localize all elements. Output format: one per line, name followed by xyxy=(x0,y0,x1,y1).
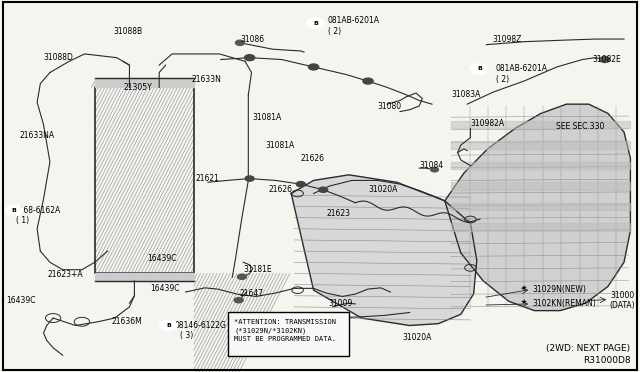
Text: SEE SEC.330: SEE SEC.330 xyxy=(556,122,604,131)
Text: ( 1): ( 1) xyxy=(16,216,29,225)
Circle shape xyxy=(363,78,373,84)
Text: 31080: 31080 xyxy=(378,102,402,110)
Circle shape xyxy=(308,64,319,70)
Text: ★: ★ xyxy=(520,285,527,291)
Circle shape xyxy=(234,298,243,303)
Text: 21633NA: 21633NA xyxy=(19,131,54,140)
Circle shape xyxy=(296,182,305,187)
Text: 21633N: 21633N xyxy=(192,76,222,84)
Text: 31081A: 31081A xyxy=(266,141,295,150)
Text: 21647: 21647 xyxy=(240,289,264,298)
Circle shape xyxy=(319,187,328,192)
Text: ★: ★ xyxy=(520,299,527,305)
Text: 21626: 21626 xyxy=(301,154,324,163)
Text: 31083A: 31083A xyxy=(451,90,481,99)
Text: 21305Y: 21305Y xyxy=(124,83,152,92)
Text: 31098Z: 31098Z xyxy=(493,35,522,44)
Text: 21623: 21623 xyxy=(326,209,351,218)
Circle shape xyxy=(600,57,610,62)
Text: 3102KN(REMAN): 3102KN(REMAN) xyxy=(532,299,596,308)
Text: 21621: 21621 xyxy=(195,174,219,183)
Text: 31081A: 31081A xyxy=(253,113,282,122)
Text: 31088D: 31088D xyxy=(44,53,74,62)
Circle shape xyxy=(307,18,324,28)
Text: ( 3): ( 3) xyxy=(180,331,194,340)
Text: (2WD: NEXT PAGE)
R31000D8: (2WD: NEXT PAGE) R31000D8 xyxy=(547,344,630,365)
Text: 21626: 21626 xyxy=(269,185,293,194)
Text: 21623+A: 21623+A xyxy=(48,270,84,279)
Text: 08168-6162A: 08168-6162A xyxy=(10,206,61,215)
Text: 081AB-6201A: 081AB-6201A xyxy=(496,64,548,73)
Polygon shape xyxy=(291,175,477,326)
Text: 31009: 31009 xyxy=(328,299,353,308)
Text: ( 2): ( 2) xyxy=(328,27,341,36)
Polygon shape xyxy=(445,104,630,311)
Circle shape xyxy=(237,274,246,279)
FancyBboxPatch shape xyxy=(228,312,349,356)
Text: 16439C: 16439C xyxy=(150,284,180,293)
Circle shape xyxy=(244,55,255,61)
Text: 31084: 31084 xyxy=(419,161,444,170)
Text: (DATA): (DATA) xyxy=(609,301,635,310)
Circle shape xyxy=(431,167,438,172)
Circle shape xyxy=(236,40,244,45)
Circle shape xyxy=(5,205,23,215)
Circle shape xyxy=(470,64,488,74)
Text: 31086: 31086 xyxy=(241,35,265,44)
Text: 16439C: 16439C xyxy=(6,296,36,305)
Text: 31082E: 31082E xyxy=(592,55,621,64)
Text: 21636M: 21636M xyxy=(112,317,143,326)
Circle shape xyxy=(159,320,177,331)
Text: 31088B: 31088B xyxy=(113,27,143,36)
Bar xyxy=(95,87,194,273)
Text: 081AB-6201A: 081AB-6201A xyxy=(328,16,380,25)
Text: B: B xyxy=(477,66,482,71)
Text: 31020A: 31020A xyxy=(368,185,397,194)
Text: 310982A: 310982A xyxy=(470,119,504,128)
Text: 16439C: 16439C xyxy=(147,254,177,263)
Text: 31020A: 31020A xyxy=(402,333,431,342)
Text: *ATTENTION: TRANSMISSION
(*31029N/*3102KN)
MUST BE PROGRAMMED DATA.: *ATTENTION: TRANSMISSION (*31029N/*3102K… xyxy=(234,319,336,341)
Text: 31000: 31000 xyxy=(611,291,635,300)
Text: B: B xyxy=(313,20,318,26)
Text: 31029N(NEW): 31029N(NEW) xyxy=(532,285,586,294)
Text: B: B xyxy=(166,323,171,328)
Text: ( 2): ( 2) xyxy=(496,76,509,84)
Circle shape xyxy=(245,176,254,181)
Text: 31181E: 31181E xyxy=(243,265,272,274)
Text: B: B xyxy=(12,208,17,213)
Text: 08146-6122G: 08146-6122G xyxy=(174,321,226,330)
